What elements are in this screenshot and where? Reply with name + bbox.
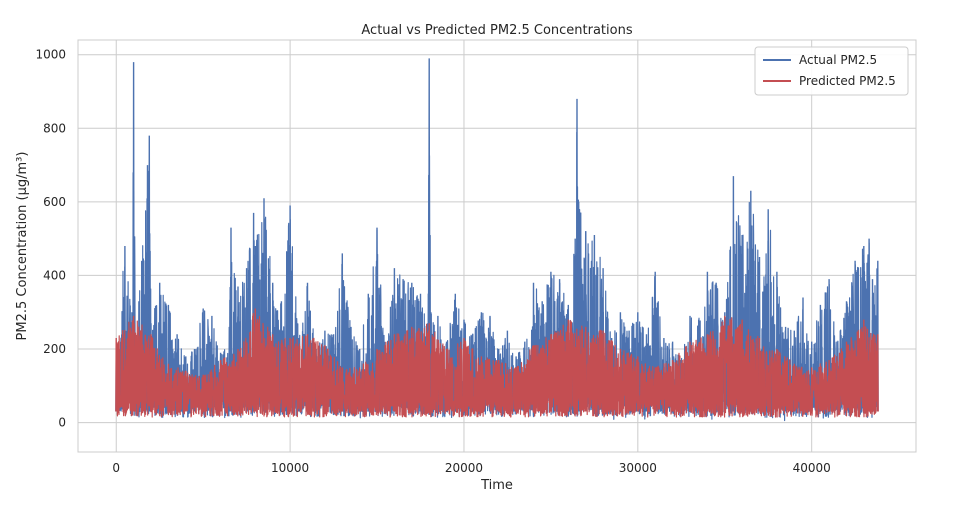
- data-point-predicted: [862, 319, 865, 412]
- data-point-predicted: [219, 359, 222, 412]
- data-point-predicted: [741, 319, 744, 412]
- y-tick-label: 600: [43, 195, 66, 209]
- data-point-actual: [732, 176, 735, 412]
- data-point-predicted: [271, 334, 274, 412]
- y-tick-label: 1000: [35, 48, 66, 62]
- data-point-predicted: [876, 334, 879, 412]
- data-point-predicted: [567, 319, 570, 412]
- data-point-predicted: [115, 337, 118, 412]
- data-point-predicted: [810, 367, 813, 412]
- data-point-actual: [341, 253, 344, 412]
- data-point-predicted: [654, 367, 657, 412]
- data-point-predicted: [688, 341, 691, 412]
- data-point-predicted: [828, 359, 831, 412]
- tick-layer: 0 10000 20000 30000 40000 0 200 400 600 800 1000: [35, 48, 830, 475]
- data-point-predicted: [428, 323, 431, 412]
- data-point-predicted: [602, 330, 605, 412]
- data-point-actual: [801, 297, 804, 412]
- legend-box: [754, 46, 909, 96]
- data-point-predicted: [793, 363, 796, 412]
- x-tick-label: 20000: [445, 461, 483, 475]
- data-point-predicted: [289, 337, 292, 412]
- data-point-predicted: [202, 374, 205, 412]
- data-point-predicted: [845, 341, 848, 412]
- data-point-predicted: [376, 348, 379, 412]
- data-point-predicted: [358, 367, 361, 412]
- data-point-predicted: [254, 308, 257, 412]
- y-axis-label: PM2.5 Concentration (µg/m³): [15, 152, 30, 341]
- data-point-predicted: [323, 345, 326, 412]
- legend-label-actual: Actual PM2.5: [799, 53, 877, 67]
- data-point-predicted: [306, 334, 309, 412]
- data-point-predicted: [758, 337, 761, 412]
- data-point-predicted: [132, 315, 135, 412]
- data-point-actual: [148, 135, 151, 412]
- y-tick-label: 200: [43, 342, 66, 356]
- data-point-predicted: [167, 363, 170, 412]
- data-point-actual: [428, 58, 431, 412]
- x-tick-label: 0: [112, 461, 120, 475]
- series-line-predicted: [115, 313, 879, 418]
- data-point-predicted: [445, 348, 448, 412]
- data-point-predicted: [497, 359, 500, 412]
- x-axis-label: Time: [480, 478, 513, 493]
- y-tick-label: 800: [43, 121, 66, 135]
- series-layer: [115, 58, 879, 422]
- data-point-predicted: [723, 315, 726, 412]
- legend-label-predicted: Predicted PM2.5: [799, 74, 896, 88]
- data-point-predicted: [341, 367, 344, 412]
- data-point-predicted: [584, 326, 587, 412]
- data-point-actual: [767, 209, 770, 412]
- data-point-predicted: [706, 334, 709, 412]
- y-tick-label: 400: [43, 268, 66, 282]
- data-point-predicted: [515, 367, 518, 412]
- data-point-predicted: [150, 334, 153, 412]
- data-point-predicted: [393, 334, 396, 412]
- chart-title: Actual vs Predicted PM2.5 Concentrations: [361, 23, 632, 38]
- data-point-predicted: [184, 371, 187, 412]
- data-point-predicted: [775, 348, 778, 412]
- data-point-actual: [654, 271, 657, 412]
- data-point-actual: [132, 62, 135, 412]
- x-tick-label: 10000: [271, 461, 309, 475]
- data-point-predicted: [480, 356, 483, 412]
- data-point-predicted: [462, 337, 465, 412]
- legend: Actual PM2.5 Predicted PM2.5: [754, 46, 909, 96]
- y-tick-label: 0: [58, 416, 66, 430]
- data-point-predicted: [619, 348, 622, 412]
- x-tick-label: 40000: [793, 461, 831, 475]
- data-point-predicted: [671, 359, 674, 412]
- data-point-actual: [575, 98, 578, 412]
- data-point-predicted: [410, 326, 413, 412]
- data-point-actual: [146, 165, 149, 412]
- x-tick-label: 30000: [619, 461, 657, 475]
- data-point-actual: [229, 227, 233, 412]
- data-point-predicted: [236, 348, 239, 412]
- data-point-predicted: [636, 356, 639, 412]
- data-point-predicted: [532, 345, 535, 412]
- data-point-predicted: [549, 334, 552, 412]
